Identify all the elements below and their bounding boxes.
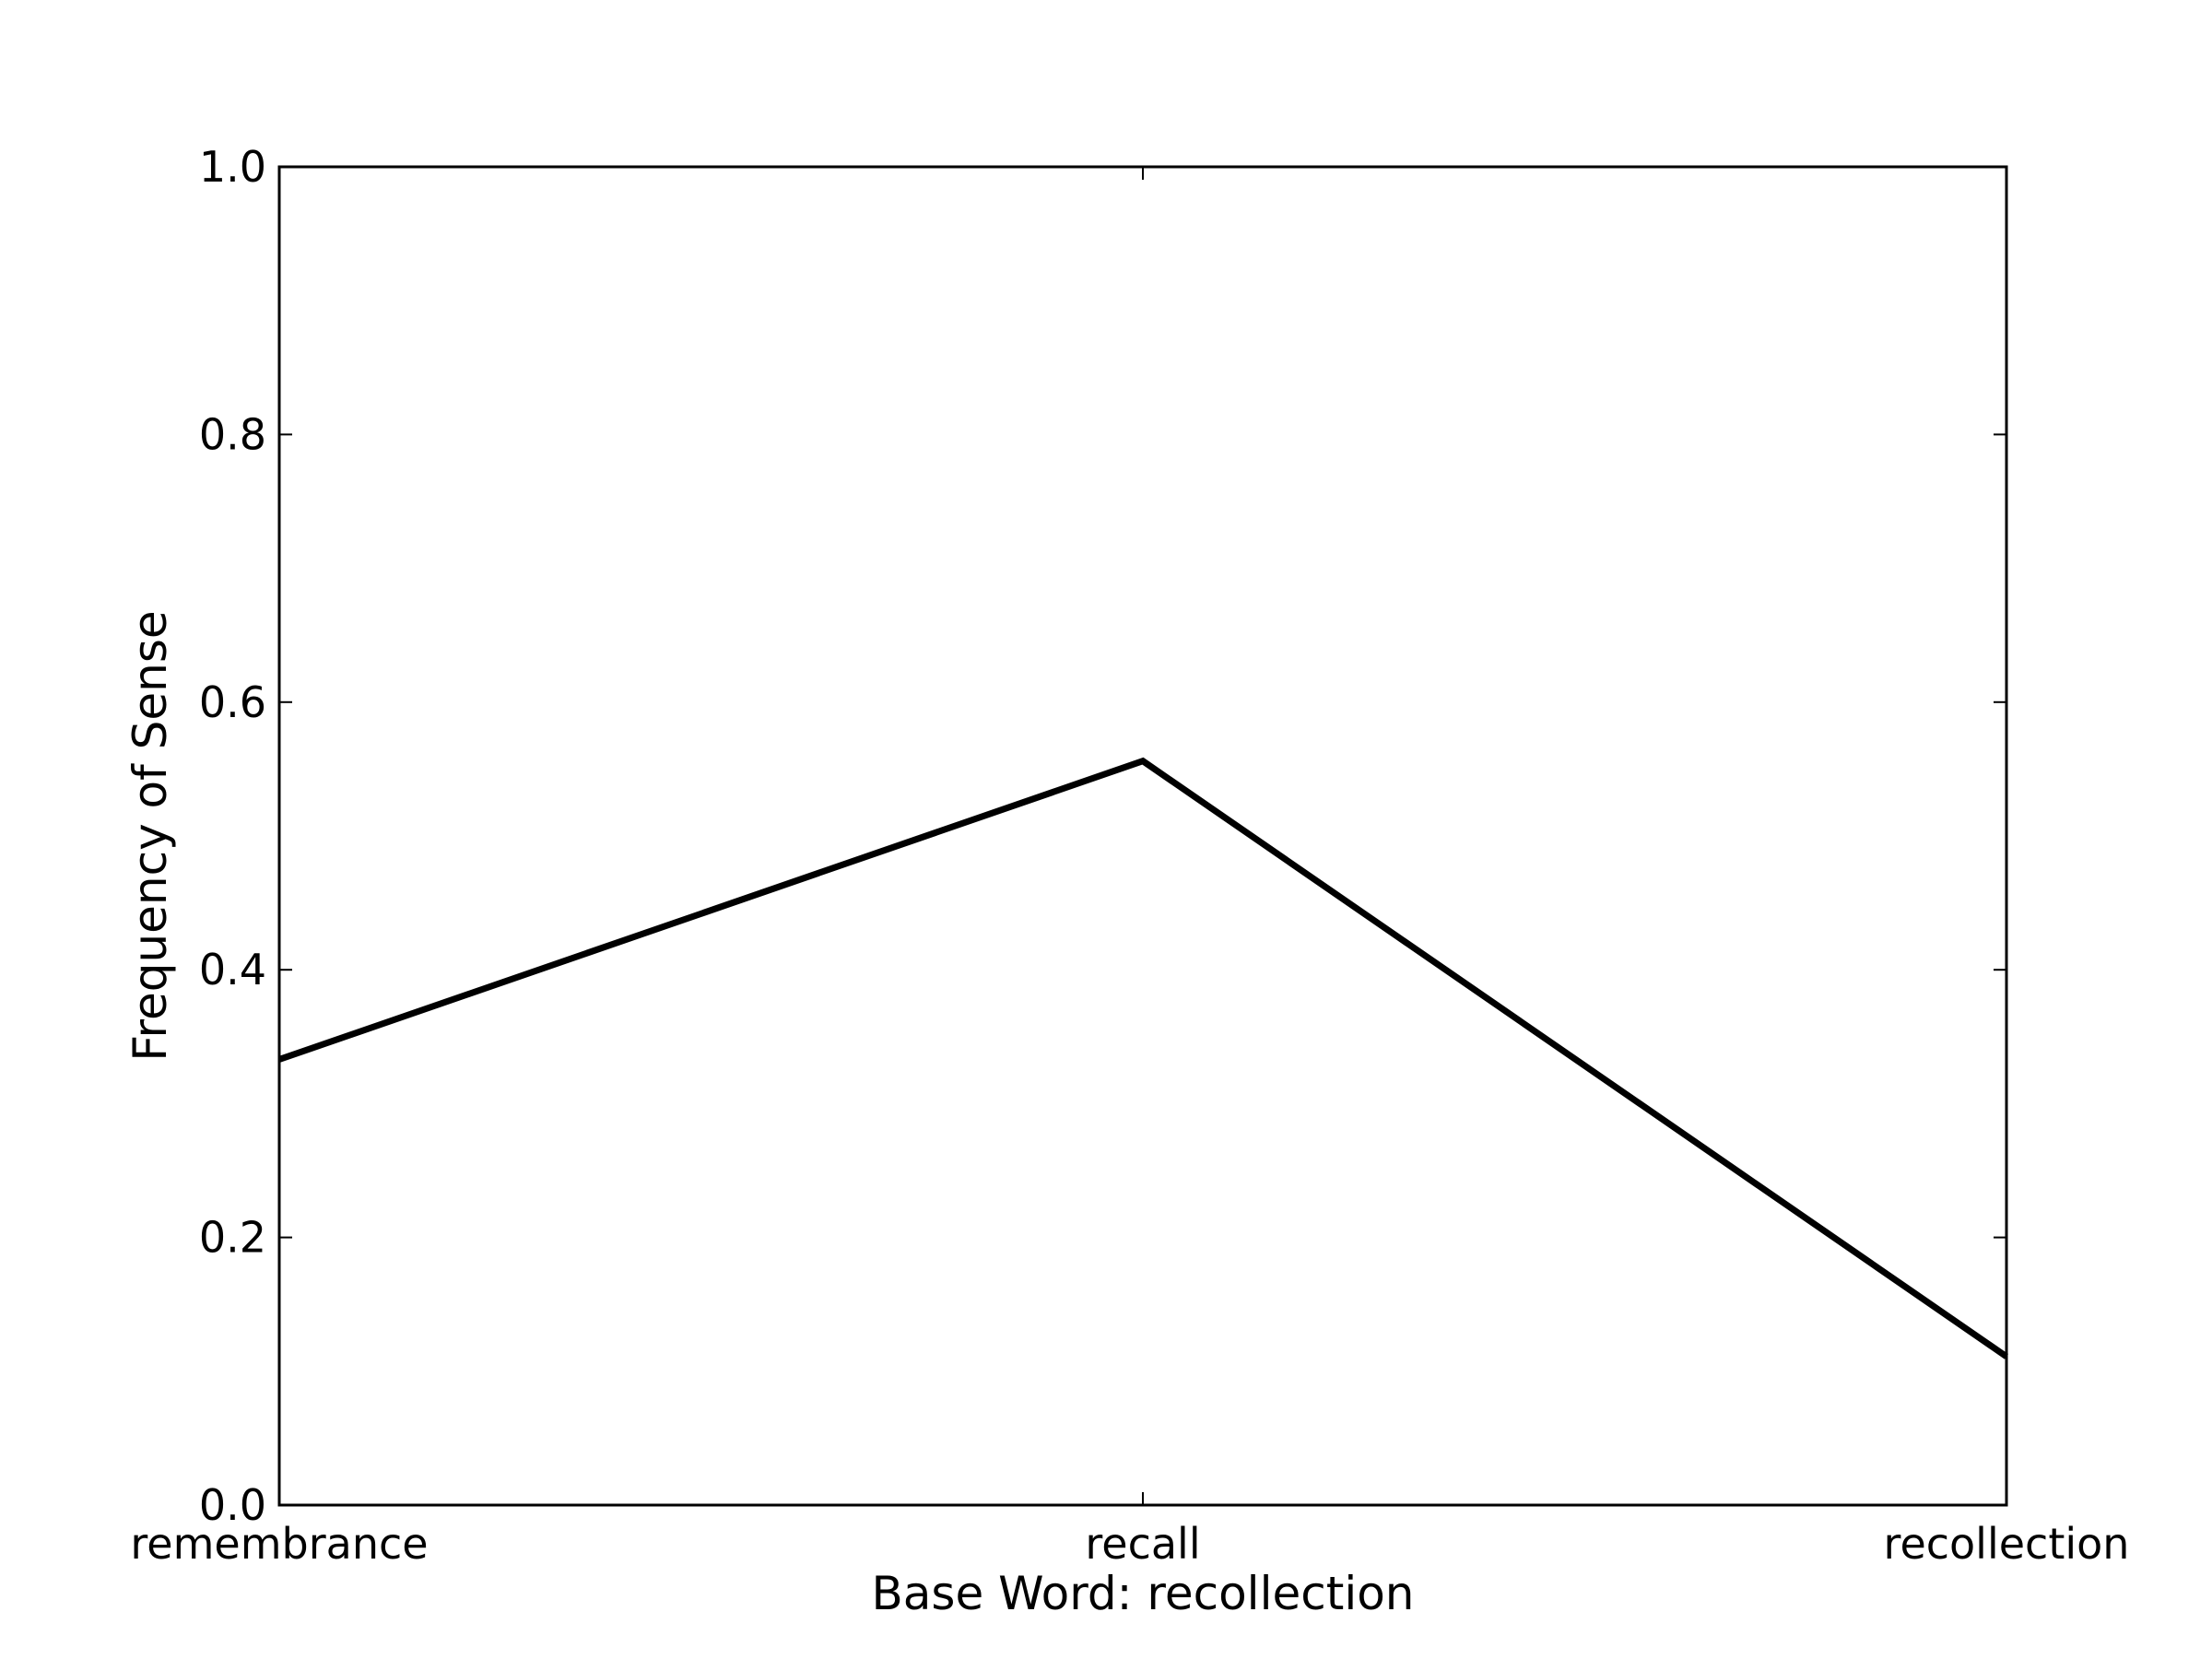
- x-axis-label: Base Word: recollection: [871, 1567, 1414, 1620]
- plot-frame: [277, 165, 2008, 1507]
- x-tick-label: recall: [1085, 1519, 1200, 1569]
- x-tick-label: remembrance: [130, 1519, 428, 1569]
- x-tick-label: recollection: [1884, 1519, 2130, 1569]
- y-tick-label: 0.2: [199, 1213, 266, 1263]
- y-tick-label: 1.0: [199, 142, 266, 192]
- x-axis-ticks: remembrance recall recollection: [130, 167, 2129, 1569]
- y-axis-label: Frequency of Sense: [124, 610, 177, 1061]
- y-tick-label: 0.8: [199, 409, 266, 459]
- y-tick-label: 0.0: [199, 1480, 266, 1530]
- y-tick-label: 0.6: [199, 677, 266, 727]
- series-line: [277, 757, 2008, 1359]
- y-tick-label: 0.4: [199, 945, 266, 994]
- y-axis-ticks: 0.0 0.2 0.4 0.6 0.8 1.0: [199, 142, 2006, 1530]
